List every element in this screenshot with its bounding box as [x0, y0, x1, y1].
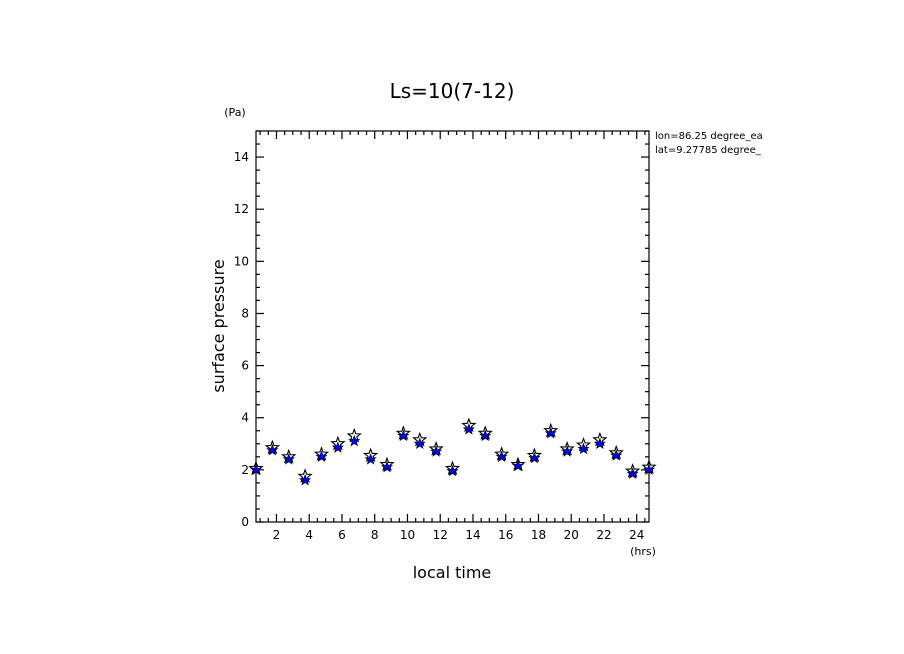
data-points	[248, 417, 657, 486]
data-point-series-2	[642, 463, 656, 476]
x-tick-label: 14	[465, 528, 480, 542]
data-point-series-2	[544, 427, 557, 439]
y-tick-label: 8	[241, 306, 249, 320]
y-tick-label: 6	[241, 359, 249, 373]
data-point-series-2	[593, 437, 606, 449]
y-tick-label: 4	[241, 411, 249, 425]
data-point-series-2	[249, 463, 263, 476]
y-axis-label: surface pressure	[209, 259, 228, 392]
x-tick-label: 12	[433, 528, 448, 542]
data-point-series-2	[626, 467, 639, 479]
data-point-series-2	[511, 459, 525, 472]
data-point-series-2	[577, 442, 590, 455]
data-point-series-2	[364, 453, 377, 465]
data-point-series-2	[462, 423, 475, 435]
data-point-series-2	[561, 445, 574, 457]
x-tick-label: 8	[371, 528, 379, 542]
data-point-series-2	[479, 429, 492, 442]
x-tick-label: 16	[498, 528, 513, 542]
data-point-series-2	[610, 449, 623, 461]
y-tick-label: 0	[241, 515, 249, 529]
data-point-series-2	[331, 441, 344, 453]
data-point-series-2	[430, 445, 443, 457]
y-tick-label: 14	[234, 150, 249, 164]
x-tick-label: 2	[273, 528, 281, 542]
data-point-series-2	[380, 460, 394, 473]
y-tick-label: 2	[241, 463, 249, 477]
x-tick-label: 18	[531, 528, 546, 542]
y-unit-label: (Pa)	[224, 106, 245, 119]
x-tick-label: 10	[400, 528, 415, 542]
y-tick-label: 12	[234, 202, 249, 216]
data-point-series-2	[348, 434, 361, 447]
chart-title: Ls=10(7-12)	[390, 79, 515, 103]
annotation-lat: lat=9.27785 degree_	[655, 145, 762, 156]
x-tick-label: 24	[629, 528, 644, 542]
data-point-series-2	[446, 464, 459, 477]
x-tick-label: 20	[564, 528, 579, 542]
y-tick-label: 10	[234, 254, 249, 268]
data-point-series-2	[299, 473, 312, 486]
x-tick-label: 4	[305, 528, 313, 542]
data-point-series-2	[528, 451, 541, 464]
annotation-lon: lon=86.25 degree_ea	[655, 131, 763, 142]
x-unit-label: (hrs)	[630, 545, 656, 558]
data-point-series-2	[397, 429, 410, 442]
data-point-series-2	[282, 453, 295, 465]
x-axis-label: local time	[413, 563, 492, 582]
x-tick-label: 22	[596, 528, 611, 542]
data-point-series-2	[413, 437, 426, 449]
data-point-series-2	[495, 450, 508, 462]
data-point-series-2	[315, 450, 328, 462]
x-tick-label: 6	[338, 528, 346, 542]
data-point-series-2	[266, 443, 279, 456]
